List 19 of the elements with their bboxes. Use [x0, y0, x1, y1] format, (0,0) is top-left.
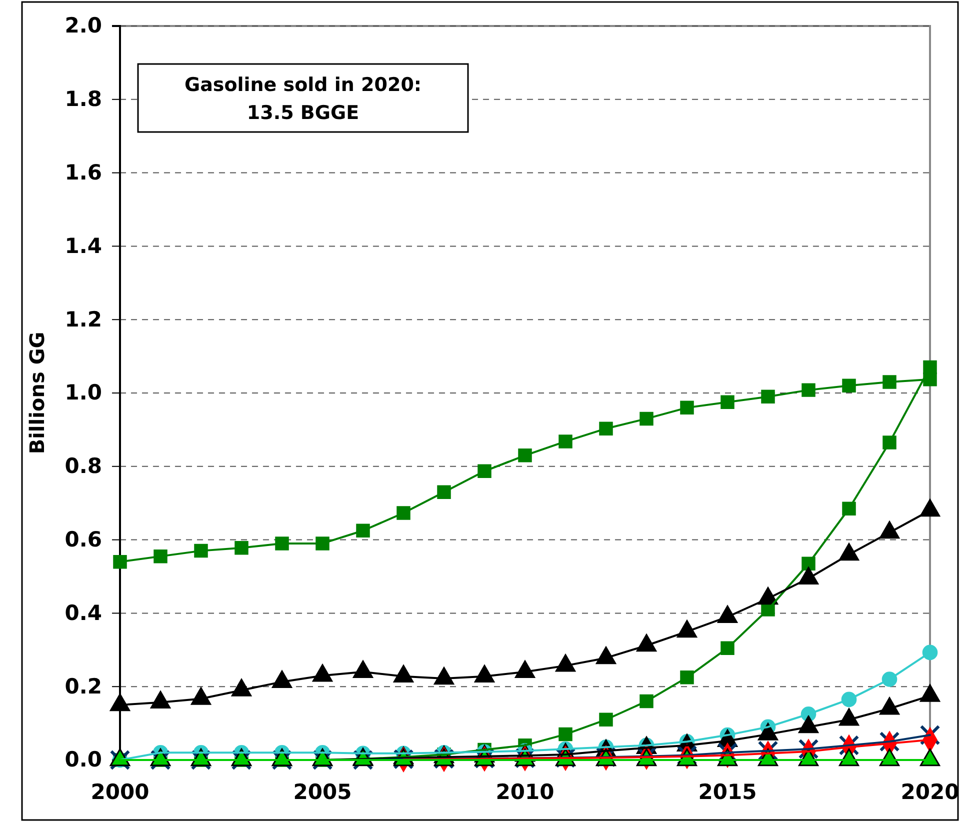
annotation: Gasoline sold in 2020: 13.5 BGGE [184, 74, 422, 124]
y-tick-label: 0.0 [64, 748, 102, 772]
y-tick-label: 0.8 [64, 454, 102, 478]
y-tick-label: 1.6 [64, 160, 102, 185]
y-axis-title: Billions GG [25, 332, 49, 454]
x-tick-label: 2005 [293, 780, 352, 804]
y-tick-label: 1.4 [64, 234, 102, 258]
y-tick-label: 0.6 [64, 528, 102, 552]
x-tick-label: 2000 [90, 780, 150, 804]
note-box: Gasoline sold in 2020: 13.5 BGGE [137, 63, 469, 133]
y-tick-label: 2.0 [64, 14, 102, 38]
y-tick-label: 1.0 [64, 380, 102, 405]
y-tick-label: 0.4 [64, 600, 102, 625]
x-tick-label: 2015 [698, 780, 757, 804]
x-tick-label: 2020 [900, 780, 960, 804]
y-tick-label: 1.2 [64, 307, 102, 332]
x-tick-label: 2010 [496, 780, 554, 804]
y-tick-label: 1.8 [64, 87, 102, 112]
y-tick-label: 0.2 [64, 674, 102, 698]
